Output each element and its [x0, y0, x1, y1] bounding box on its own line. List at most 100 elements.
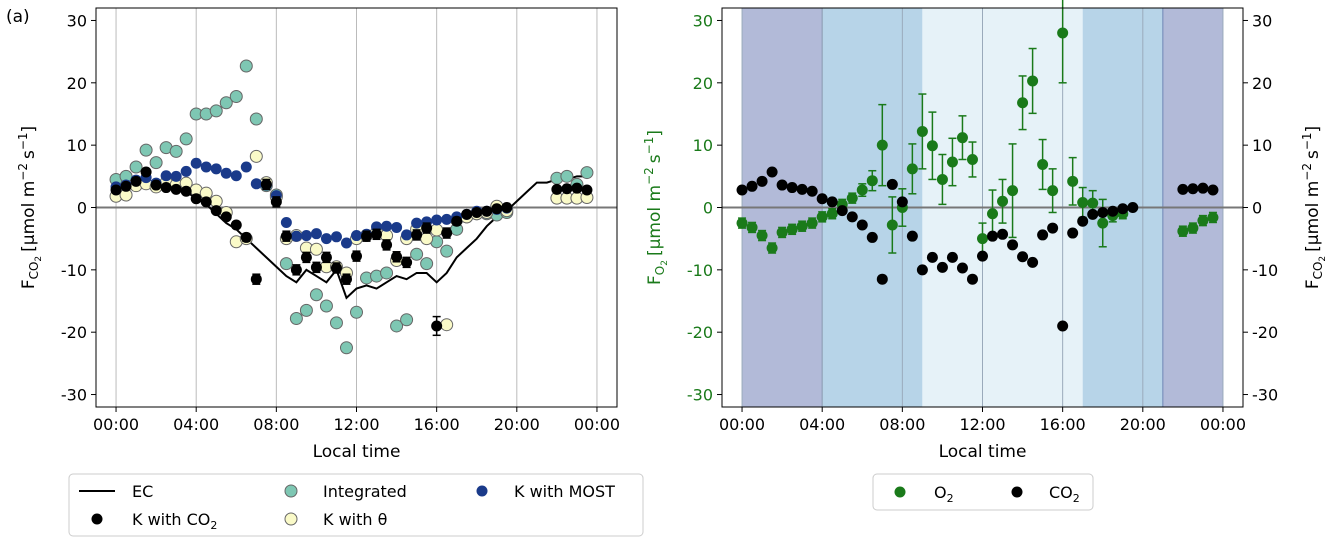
integrated-point [139, 143, 153, 157]
right-legend: O2 CO2 [872, 473, 1094, 511]
x-tick-label: 20:00 [494, 415, 540, 434]
o2-point [856, 184, 868, 196]
integrated-point [560, 169, 574, 183]
o2-point [826, 208, 838, 220]
k-co2-point [411, 229, 423, 241]
co2-point [796, 183, 808, 195]
integrated-point [440, 244, 454, 258]
o2-point [1017, 97, 1029, 109]
integrated-point [410, 247, 424, 261]
k-most-point [190, 157, 202, 169]
o2-point [1027, 75, 1039, 87]
k-theta-point [430, 223, 444, 237]
o2-point [806, 217, 818, 229]
o2-point [786, 223, 798, 235]
left-y-axis-label: FCO2[μmol m−2s−1] [16, 126, 44, 289]
legend-co2-label: CO2 [1049, 483, 1080, 505]
left-x-axis-label: Local time [313, 442, 401, 462]
x-tick-label: 08:00 [879, 415, 925, 434]
integrated-point [299, 303, 313, 317]
legend-k-most-label: K with MOST [514, 482, 615, 501]
o2-point [776, 226, 788, 238]
legend-k-theta-marker [284, 512, 298, 526]
k-co2-point [190, 193, 202, 205]
legend-integrated-marker [284, 484, 298, 498]
right-o2-series [736, 0, 1219, 256]
right-left-y-axis: -30 -20 -10 0 10 20 30 [687, 11, 722, 405]
o2-point [926, 140, 938, 152]
left-y-axis: -30 -20 -10 0 10 20 30 [61, 11, 96, 405]
k-co2-point [240, 231, 252, 243]
k-co2-point [260, 178, 272, 190]
co2-point [836, 205, 848, 217]
co2-point [876, 273, 888, 285]
co2-point [896, 196, 908, 208]
y-tick-label: 30 [67, 11, 87, 30]
integrated-point [319, 299, 333, 313]
k-co2-point [130, 175, 142, 187]
co2-point [1127, 202, 1139, 213]
k-most-point [391, 221, 403, 233]
co2-point [997, 228, 1009, 240]
integrated-point [390, 319, 404, 333]
o2-point [1067, 175, 1079, 187]
k-theta-point [249, 149, 263, 163]
o2-point [936, 173, 948, 185]
co2-point [866, 231, 878, 243]
integrated-point [229, 90, 243, 104]
co2-point [1187, 183, 1199, 195]
o2-point [1177, 225, 1189, 237]
legend-k-co2-label: K with CO2 [132, 510, 217, 532]
x-tick-label: 12:00 [959, 415, 1005, 434]
co2-point [1117, 203, 1129, 215]
o2-point [1057, 27, 1069, 39]
left-k-most-series [110, 157, 513, 249]
co2-point [1067, 227, 1079, 239]
y-tick-label: -30 [687, 386, 713, 405]
k-co2-point [120, 180, 132, 192]
co2-point [977, 250, 988, 262]
o2-point [1087, 197, 1099, 209]
k-theta-point [309, 242, 323, 256]
o2-point [1207, 211, 1219, 223]
k-co2-point [180, 185, 192, 197]
k-co2-point [491, 203, 503, 215]
right-right-y-axis-label: FCO2[μmol m−2s−1] [1300, 126, 1328, 289]
y-tick-label: -30 [1252, 386, 1278, 405]
k-most-point [200, 161, 212, 173]
k-most-point [180, 165, 192, 177]
o2-point [816, 211, 828, 223]
k-most-point [210, 163, 222, 175]
y-tick-label: 10 [1252, 136, 1272, 155]
k-co2-point [551, 183, 563, 195]
o2-point [966, 153, 978, 165]
k-most-point [431, 214, 443, 226]
k-co2-point [330, 262, 342, 274]
k-co2-point [310, 261, 322, 273]
y-tick-label: -20 [1252, 323, 1278, 342]
integrated-point [380, 266, 394, 280]
k-co2-point [300, 251, 312, 263]
co2-point [1027, 256, 1039, 268]
k-co2-point [421, 222, 433, 234]
integrated-point [209, 104, 223, 118]
k-co2-point [481, 205, 493, 217]
co2-point [987, 230, 999, 242]
integrated-point [400, 313, 414, 327]
legend-k-theta-label: K with θ [323, 510, 387, 529]
y-tick-label: -10 [1252, 261, 1278, 280]
o2-point [997, 195, 1009, 207]
o2-point [796, 220, 808, 232]
integrated-point [309, 288, 323, 302]
x-tick-label: 04:00 [799, 415, 845, 434]
co2-point [946, 251, 958, 263]
legend-o2-label: O2 [934, 483, 954, 505]
left-chart: 00:00 04:00 08:00 12:00 16:00 20:00 00:00 -30-… [16, 7, 620, 462]
y-tick-label: 30 [1252, 11, 1272, 30]
right-x-axis-label: Local time [939, 442, 1027, 462]
k-co2-point [250, 273, 262, 285]
k-co2-point [290, 264, 302, 276]
co2-point [846, 211, 858, 223]
co2-point [756, 175, 768, 187]
